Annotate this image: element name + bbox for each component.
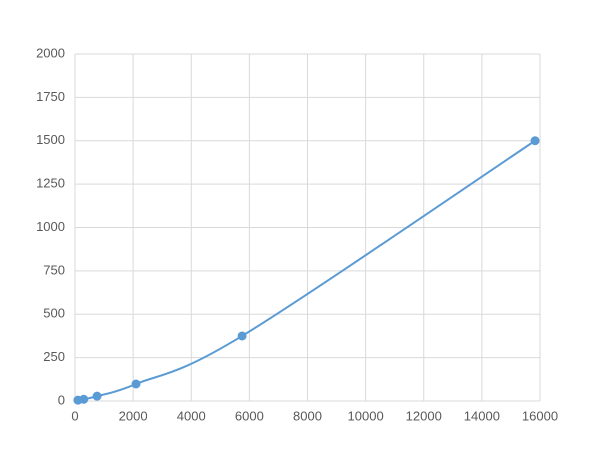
x-tick-label: 4000: [177, 408, 206, 423]
y-tick-label: 1250: [36, 176, 65, 191]
data-point: [79, 394, 89, 404]
x-tick-label: 16000: [522, 408, 558, 423]
y-tick-label: 2000: [36, 45, 65, 60]
data-point: [237, 331, 247, 341]
y-tick-label: 1000: [36, 219, 65, 234]
x-tick-label: 0: [71, 408, 78, 423]
x-tick-label: 6000: [235, 408, 264, 423]
y-tick-label: 250: [43, 349, 65, 364]
x-tick-label: 14000: [464, 408, 500, 423]
data-point: [92, 391, 102, 401]
x-tick-label: 8000: [293, 408, 322, 423]
y-tick-label: 750: [43, 262, 65, 277]
y-tick-label: 1750: [36, 89, 65, 104]
data-point: [131, 379, 141, 389]
x-tick-label: 12000: [406, 408, 442, 423]
data-point: [530, 136, 540, 146]
x-tick-label: 10000: [348, 408, 384, 423]
y-tick-label: 500: [43, 306, 65, 321]
y-tick-label: 0: [58, 392, 65, 407]
x-tick-label: 2000: [119, 408, 148, 423]
y-tick-label: 1500: [36, 132, 65, 147]
